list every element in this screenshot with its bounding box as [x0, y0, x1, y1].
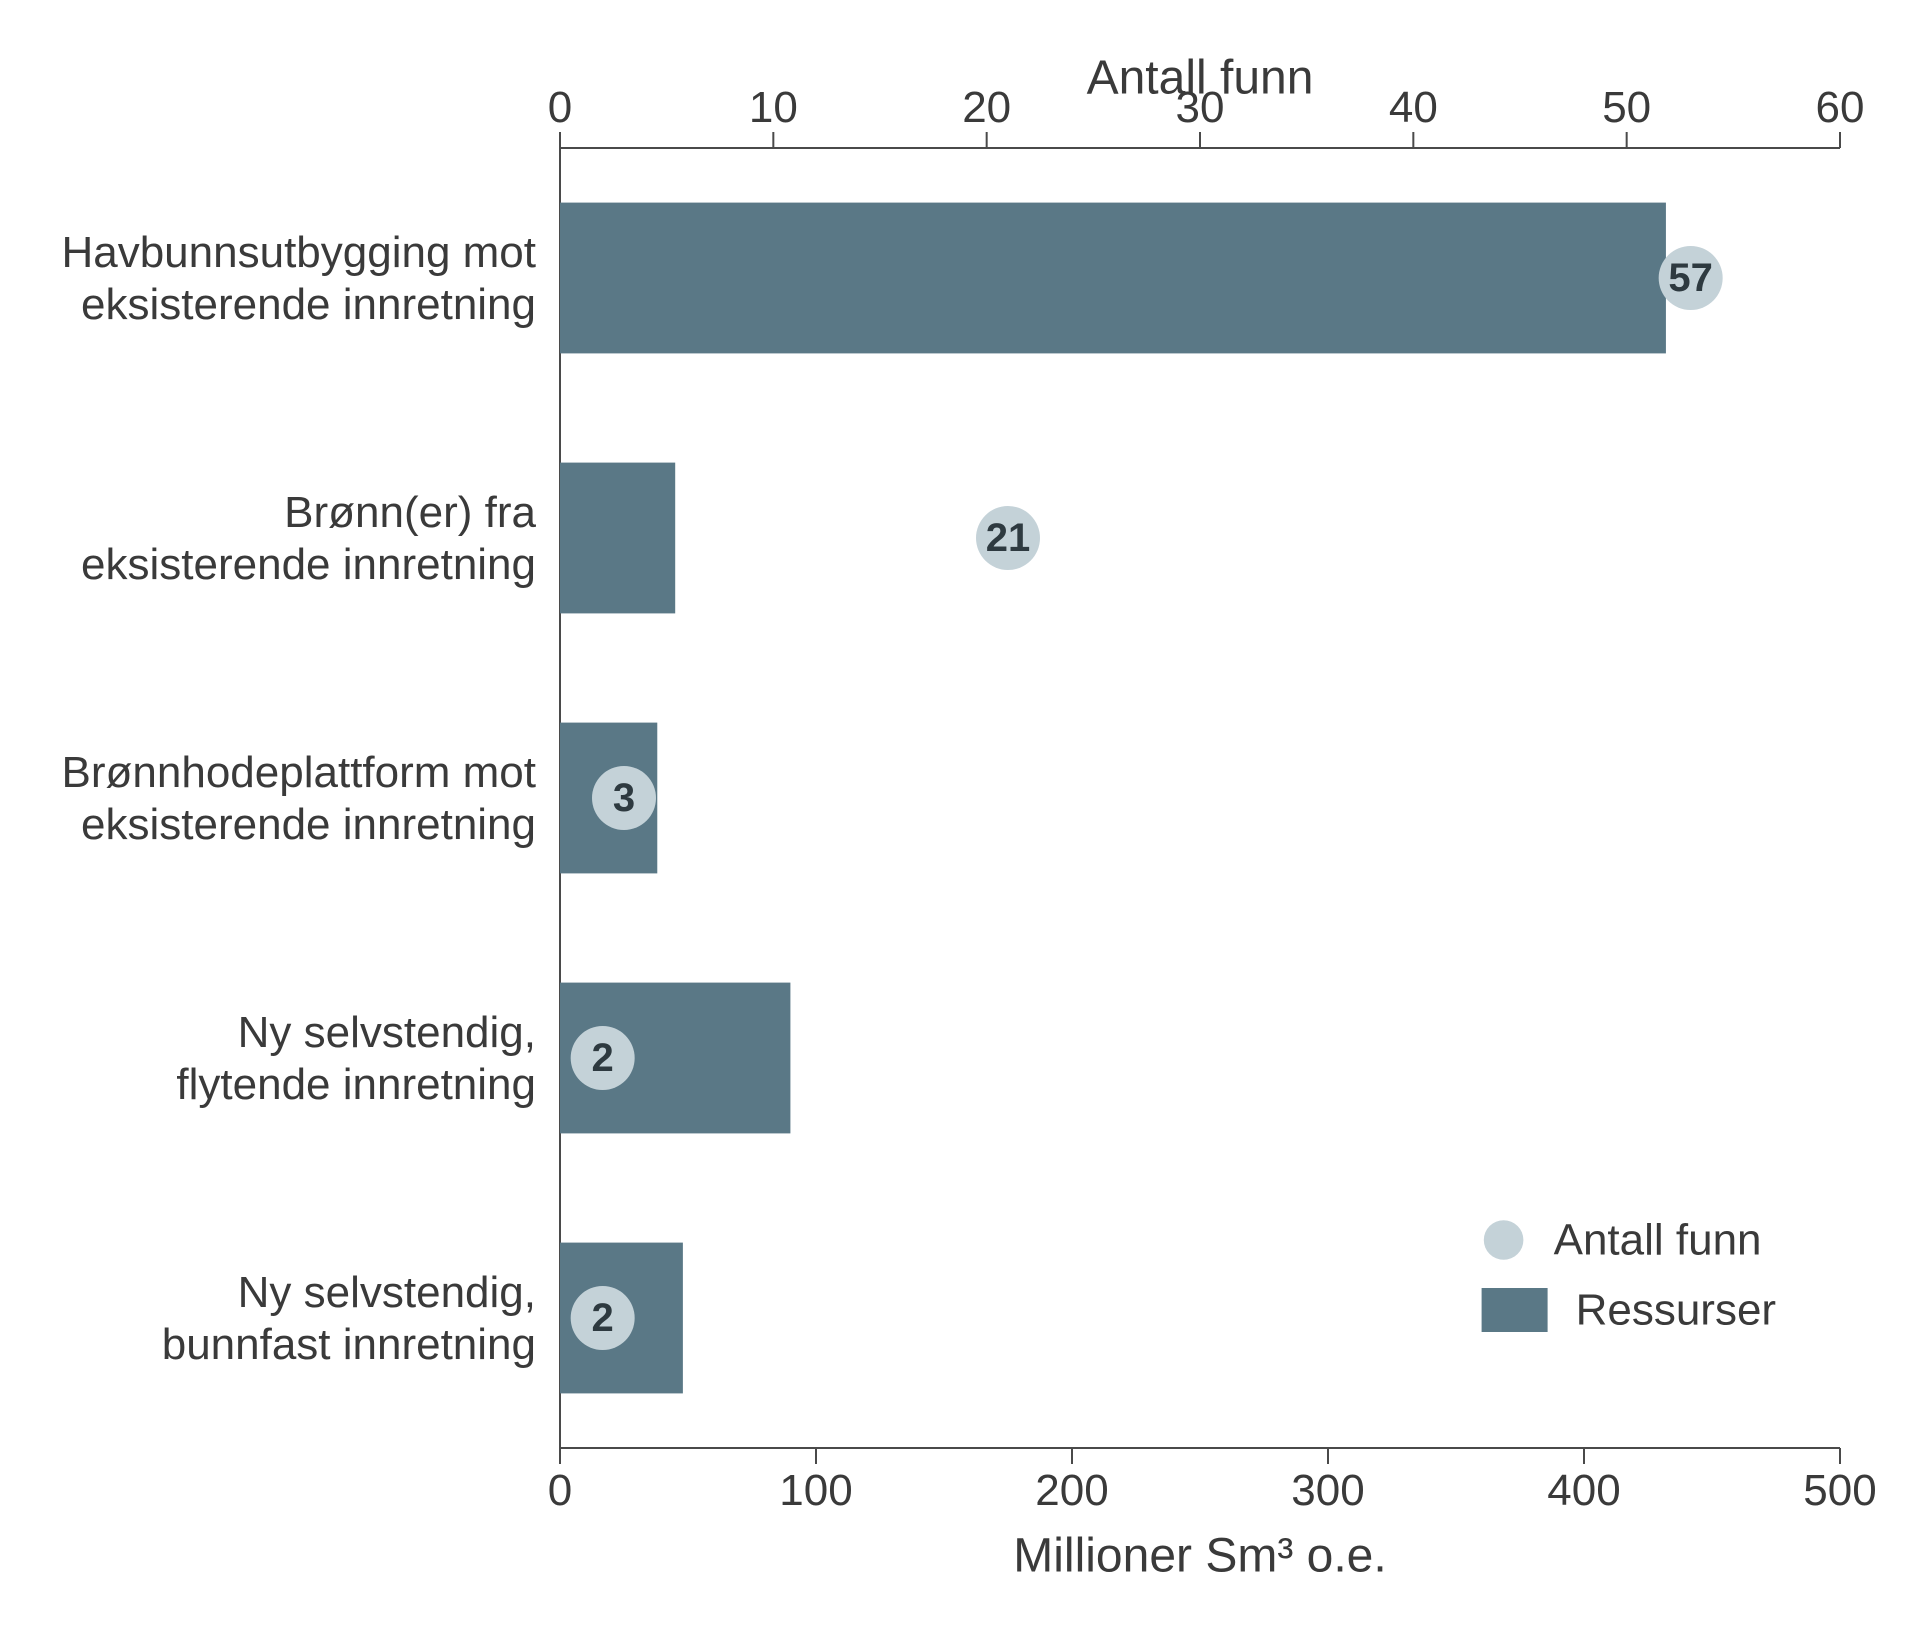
- top-tick-label: 40: [1389, 83, 1438, 132]
- top-tick-label: 60: [1816, 83, 1865, 132]
- legend-label: Ressurser: [1576, 1286, 1777, 1335]
- resources-vs-discoveries-chart: Antall funn 0 10 20 30 40 50 60 0 100 200 300 400 500…: [0, 0, 1920, 1628]
- count-marker-label: 21: [986, 516, 1031, 560]
- bottom-tick-label: 400: [1547, 1466, 1620, 1515]
- bar: [560, 463, 675, 614]
- count-marker-label: 2: [592, 1296, 614, 1340]
- count-marker-label: 3: [613, 776, 635, 820]
- legend-bar-swatch: [1482, 1288, 1548, 1332]
- count-marker-label: 57: [1668, 256, 1713, 300]
- bottom-tick-label: 300: [1291, 1466, 1364, 1515]
- bottom-tick-label: 0: [548, 1466, 572, 1515]
- bottom-tick-label: 500: [1803, 1466, 1876, 1515]
- top-tick-label: 0: [548, 83, 572, 132]
- legend-label: Antall funn: [1554, 1216, 1762, 1265]
- bar: [560, 203, 1666, 354]
- top-tick-label: 30: [1176, 83, 1225, 132]
- bottom-axis-title: Millioner Sm³ o.e.: [1013, 1530, 1386, 1583]
- top-tick-label: 20: [962, 83, 1011, 132]
- count-marker-label: 2: [592, 1036, 614, 1080]
- top-tick-label: 10: [749, 83, 798, 132]
- top-tick-label: 50: [1602, 83, 1651, 132]
- bottom-tick-label: 200: [1035, 1466, 1108, 1515]
- legend-marker-swatch: [1484, 1220, 1524, 1260]
- bottom-tick-label: 100: [779, 1466, 852, 1515]
